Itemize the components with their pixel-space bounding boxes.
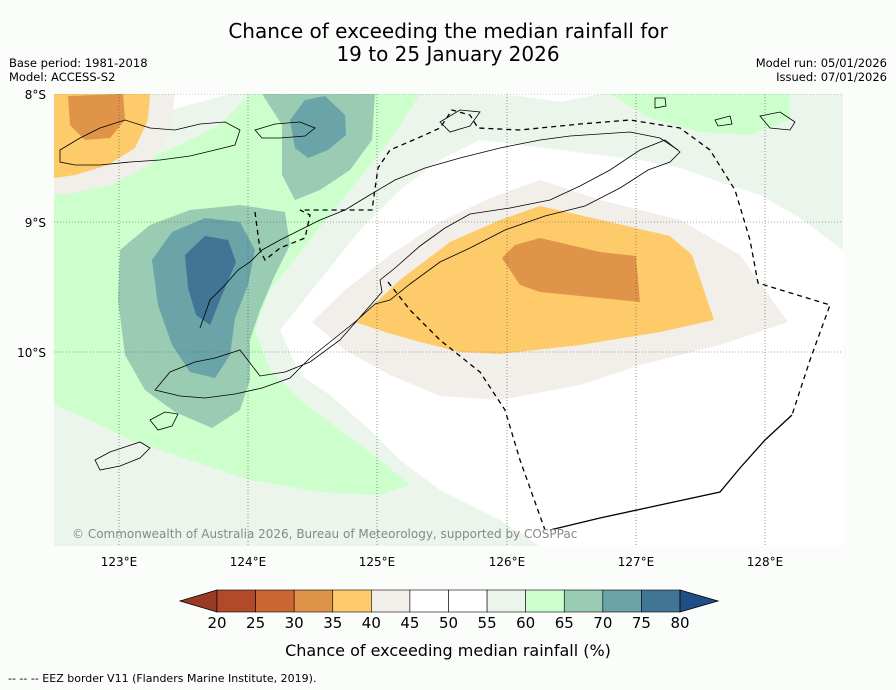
model-run: Model run: 05/01/2026 (755, 56, 887, 70)
colorbar-tick-label: 55 (478, 614, 497, 632)
colorbar-tick-label: 25 (246, 614, 265, 632)
colorbar-tick-label: 65 (555, 614, 574, 632)
band-70-75-north (290, 96, 346, 158)
colorbar-tick-label: 50 (439, 614, 458, 632)
flores-coastline (59, 119, 241, 166)
meta-left: Base period: 1981-2018 Model: ACCESS-S2 (9, 56, 148, 84)
colorbar-over-arrow (679, 589, 720, 613)
colorbar-swatch (486, 589, 526, 613)
colorbar-tick-label: 45 (400, 614, 419, 632)
colorbar-under-arrow (178, 589, 218, 613)
colorbar-swatch (255, 589, 295, 613)
lat-label-9: 9°S (25, 216, 46, 230)
colorbar-tick-label: 60 (516, 614, 535, 632)
colorbar-tick-label: 40 (362, 614, 381, 632)
colorbar-swatch (641, 589, 681, 613)
small-island-1 (654, 97, 667, 109)
eez-border-lower (387, 281, 546, 531)
colorbar-swatch (293, 589, 334, 613)
colorbar-tick-label: 30 (285, 614, 304, 632)
map-title: Chance of exceeding the median rainfall … (0, 20, 896, 66)
title-line-2: 19 to 25 January 2026 (336, 42, 560, 66)
colorbar-swatch (602, 589, 642, 613)
colorbar-swatch (409, 589, 449, 613)
coastlines (59, 97, 796, 471)
lon-label-124: 124°E (230, 555, 267, 569)
alor-island (254, 121, 316, 139)
colorbar-tick-label: 70 (593, 614, 612, 632)
model-name: Model: ACCESS-S2 (9, 70, 116, 84)
lon-label-123: 123°E (101, 555, 138, 569)
eez-border-south (549, 414, 793, 531)
colorbar-tick-label: 20 (207, 614, 226, 632)
colorbar-swatch (216, 589, 256, 613)
small-island-3 (759, 111, 796, 131)
colorbar-tick-label: 75 (632, 614, 651, 632)
timor-north-coast (199, 131, 679, 329)
band-30-35-nw (68, 94, 125, 140)
colorbar: 20 25 30 35 40 45 50 55 60 65 70 75 80 (178, 589, 720, 632)
colorbar-swatch (448, 589, 488, 613)
colorbar-swatches (216, 589, 681, 613)
copyright-text: © Commonwealth of Australia 2026, Bureau… (72, 527, 577, 541)
lon-label-127: 127°E (618, 555, 655, 569)
colorbar-swatch (563, 589, 604, 613)
lat-label-8: 8°S (25, 88, 46, 102)
base-period: Base period: 1981-2018 (9, 56, 148, 70)
colorbar-swatch (525, 589, 565, 613)
wetar-island (439, 109, 481, 133)
lon-label-128: 128°E (747, 555, 784, 569)
colorbar-tick-label: 80 (670, 614, 689, 632)
lon-label-126: 126°E (489, 555, 526, 569)
semau-island (149, 411, 179, 431)
meta-right: Model run: 05/01/2026 Issued: 07/01/2026 (756, 56, 887, 84)
timor-coastline (154, 139, 681, 399)
rote-island (94, 441, 151, 471)
graticule (54, 94, 843, 546)
title-line-1: Chance of exceeding the median rainfall … (228, 19, 668, 43)
band-75-80 (185, 236, 236, 325)
colorbar-swatch (371, 589, 411, 613)
colorbar-label: Chance of exceeding median rainfall (%) (285, 641, 611, 660)
eez-border (254, 109, 831, 416)
small-island-2 (714, 115, 733, 127)
band-30-35-central (502, 238, 640, 302)
lon-label-125: 125°E (359, 555, 396, 569)
footer-credit: -- -- -- EEZ border V11 (Flanders Marine… (8, 672, 317, 685)
lat-label-10: 10°S (17, 346, 46, 360)
issued-date: Issued: 07/01/2026 (776, 70, 887, 84)
colorbar-ticks: 20 25 30 35 40 45 50 55 60 65 70 75 80 (207, 614, 689, 632)
colorbar-swatch (332, 589, 372, 613)
colorbar-tick-label: 35 (323, 614, 342, 632)
map-panel (54, 94, 843, 546)
